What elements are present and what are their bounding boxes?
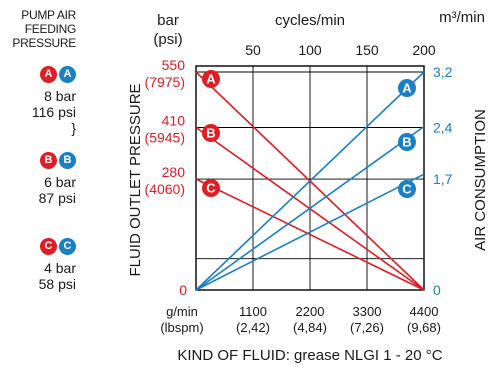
- left-axis-unit: bar: [157, 12, 179, 29]
- air-badge-c: C: [59, 238, 76, 255]
- air-pressure-psi: 116 psi: [31, 104, 76, 120]
- series-badge-label: A: [206, 72, 216, 87]
- series-badge-label: B: [206, 126, 215, 141]
- air-pressure-bar: 8 bar: [44, 88, 76, 104]
- series-badge-label: B: [402, 135, 411, 150]
- air-pressure-bar: 4 bar: [44, 260, 76, 276]
- pressure-badge-a: A: [40, 66, 57, 83]
- bottom-axis-tick-label: 1100: [239, 304, 267, 319]
- pump-air-title-line: FEEDING: [24, 22, 77, 36]
- series-line-air-c: [195, 173, 425, 291]
- bottom-axis-tick-label: (9,68): [407, 320, 441, 335]
- pressure-badge-c: C: [40, 238, 57, 255]
- bottom-axis-unit: (lbspm): [160, 320, 203, 335]
- air-pressure-bar: 6 bar: [44, 174, 76, 190]
- series-badge-circle: [398, 79, 416, 97]
- series-line-air-a: [195, 71, 425, 291]
- series-line-pressure-c: [195, 178, 425, 291]
- right-axis-tick-label: 2,4: [433, 119, 453, 135]
- series-badge-circle: [202, 179, 220, 197]
- bottom-axis-unit: g/min: [166, 304, 198, 319]
- top-axis-tick-label: 50: [245, 42, 261, 58]
- air-pressure-psi: 87 psi: [38, 190, 76, 206]
- pump-air-title-line: PRESSURE: [12, 36, 76, 50]
- right-axis-tick-label: 1,7: [433, 171, 453, 187]
- air-pressure-psi: 58 psi: [38, 276, 76, 292]
- fluid-type-label: KIND OF FLUID: grease NLGI 1 - 20 °C: [177, 347, 442, 364]
- series-badge-circle: [398, 180, 416, 198]
- top-axis-tick-label: 150: [355, 42, 379, 58]
- left-axis-tick-label: 410: [162, 112, 186, 128]
- legend-group-a: A A 8 bar 116 psi }: [0, 66, 76, 136]
- series-badge-circle: [398, 133, 416, 151]
- right-axis-unit: m³/min: [439, 9, 485, 26]
- series-badge-label: C: [402, 182, 412, 197]
- top-axis-title: cycles/min: [275, 12, 345, 29]
- series-badge-label: C: [206, 181, 216, 196]
- pressure-badge-b: B: [40, 152, 57, 169]
- top-axis-tick-label: 200: [412, 42, 436, 58]
- series-badge-circle: [202, 70, 220, 88]
- left-axis-tick-label: 280: [162, 164, 186, 180]
- bottom-axis-tick-label: (4,84): [293, 320, 327, 335]
- bottom-axis-tick-label: (2,42): [236, 320, 270, 335]
- left-axis-tick-label: (7975): [145, 74, 185, 90]
- bottom-axis-tick-label: 3300: [353, 304, 382, 319]
- right-axis-title: AIR CONSUMPTION: [472, 109, 489, 251]
- top-axis-tick-label: 100: [298, 42, 322, 58]
- series-badge-label: A: [402, 81, 412, 96]
- left-axis-title: FLUID OUTLET PRESSURE: [127, 83, 144, 276]
- bottom-axis-tick-label: 2200: [296, 304, 325, 319]
- left-axis-tick-label: (4060): [145, 181, 185, 197]
- right-axis-tick-label: 3,2: [433, 64, 453, 80]
- left-axis-tick-label: 550: [162, 57, 186, 73]
- series-badge-circle: [202, 124, 220, 142]
- pump-air-title: PUMP AIR FEEDING PRESSURE: [0, 8, 76, 50]
- pump-air-title-line: PUMP AIR: [21, 8, 76, 22]
- left-axis-tick-label: 0: [179, 282, 187, 298]
- air-badge-a: A: [59, 66, 76, 83]
- legend-group-b: B B 6 bar 87 psi: [0, 152, 76, 206]
- left-axis-tick-label: (5945): [145, 129, 185, 145]
- air-badge-b: B: [59, 152, 76, 169]
- left-axis-unit: (psi): [153, 31, 182, 48]
- legend-group-c: C C 4 bar 58 psi: [0, 238, 76, 292]
- bottom-axis-tick-label: (7,26): [350, 320, 384, 335]
- series-line-air-b: [195, 125, 425, 291]
- right-axis-tick-label: 0: [433, 282, 441, 298]
- bottom-axis-tick-label: 4400: [410, 304, 439, 319]
